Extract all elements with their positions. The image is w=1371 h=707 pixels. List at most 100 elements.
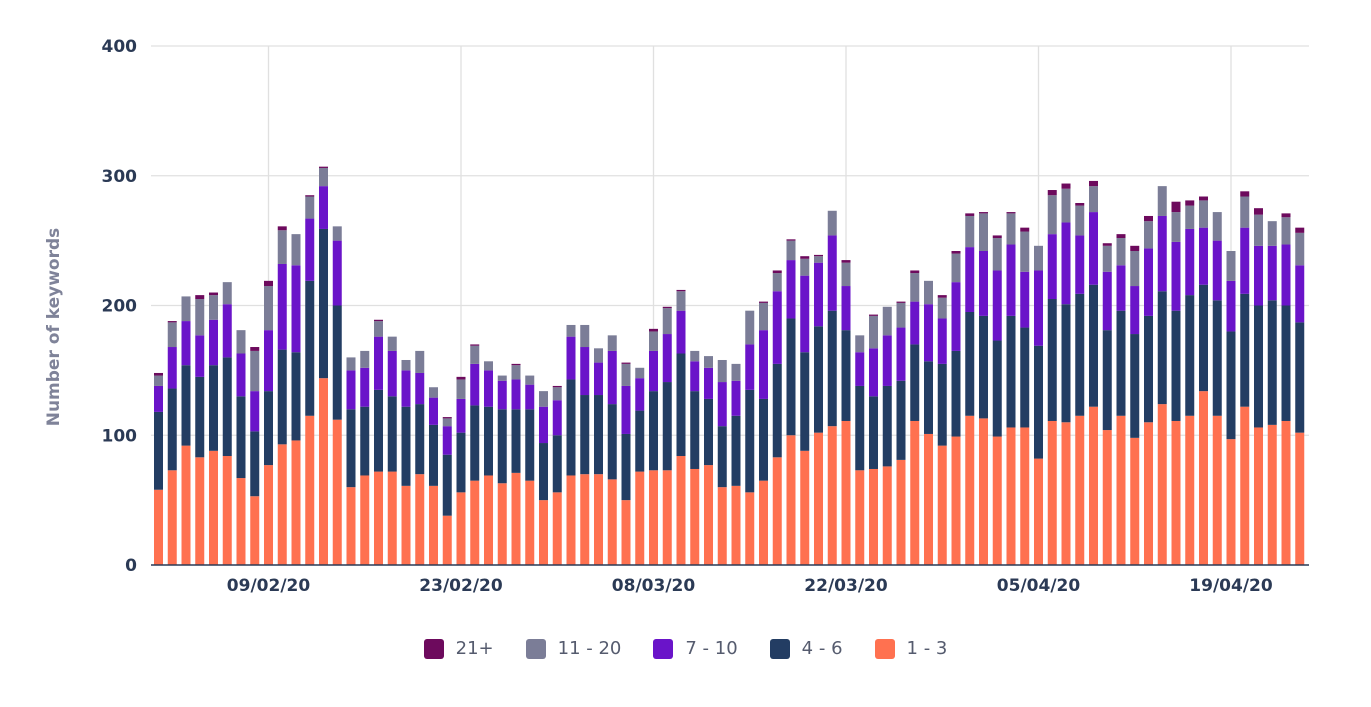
bar-segment-7-10[interactable] [786,260,796,319]
bar-stack-16/02/20[interactable] [360,350,370,565]
bar-segment-4-6[interactable] [979,315,988,419]
bar-segment-1-3[interactable] [374,471,383,565]
bar-segment-4-6[interactable] [167,388,177,471]
bar-segment-7-10[interactable] [387,350,397,397]
bar-segment-7-10[interactable] [209,319,218,366]
bar-segment-21+[interactable] [1171,201,1181,213]
bar-segment-1-3[interactable] [1171,420,1181,565]
bar-segment-1-3[interactable] [855,470,865,565]
bar-segment-4-6[interactable] [635,410,645,472]
bar-segment-7-10[interactable] [1240,227,1250,294]
bar-segment-7-10[interactable] [511,379,521,410]
bar-segment-1-3[interactable] [1295,432,1305,565]
bar-stack-04/02/20[interactable] [195,295,205,565]
bar-segment-1-3[interactable] [910,420,920,565]
bar-segment-7-10[interactable] [222,304,232,358]
bar-segment-7-10[interactable] [401,370,411,407]
bar-segment-4-6[interactable] [1130,334,1140,438]
bar-segment-21+[interactable] [1295,227,1305,233]
bar-stack-28/03/20[interactable] [924,280,933,565]
bar-segment-1-3[interactable] [731,485,741,565]
bar-segment-1-3[interactable] [154,489,163,565]
bar-segment-4-6[interactable] [676,353,686,457]
bar-segment-4-6[interactable] [1061,304,1071,423]
bar-stack-17/03/20[interactable] [772,270,782,565]
bar-segment-7-10[interactable] [236,353,246,397]
bar-segment-21+[interactable] [277,226,287,231]
bar-segment-11-20[interactable] [470,345,480,364]
bar-segment-21+[interactable] [896,301,906,303]
bar-segment-7-10[interactable] [759,330,768,399]
legend-item[interactable]: 11 - 20 [525,638,621,659]
bar-segment-1-3[interactable] [456,492,466,565]
bar-segment-1-3[interactable] [222,456,232,565]
bar-segment-4-6[interactable] [594,395,603,475]
bar-segment-7-10[interactable] [264,330,273,392]
bar-segment-21+[interactable] [772,270,782,274]
bar-segment-21+[interactable] [979,212,988,214]
bar-segment-11-20[interactable] [580,324,590,348]
bar-segment-7-10[interactable] [869,348,878,397]
bar-segment-1-3[interactable] [896,459,906,565]
bar-segment-1-3[interactable] [167,470,177,565]
bar-segment-7-10[interactable] [181,321,191,366]
bar-segment-1-3[interactable] [1254,427,1263,565]
bar-segment-11-20[interactable] [731,363,741,381]
bar-stack-07/02/20[interactable] [236,330,246,565]
bar-segment-11-20[interactable] [511,365,521,380]
bar-segment-21+[interactable] [154,372,163,376]
bar-segment-1-3[interactable] [1267,424,1277,565]
bar-segment-7-10[interactable] [676,310,686,354]
bar-segment-21+[interactable] [869,314,878,316]
bar-stack-21/02/20[interactable] [429,387,438,565]
bar-segment-7-10[interactable] [979,251,988,316]
bar-segment-1-3[interactable] [566,475,576,565]
bar-segment-1-3[interactable] [539,500,548,565]
bar-stack-03/02/20[interactable] [181,296,191,565]
bar-segment-4-6[interactable] [704,398,713,466]
bar-segment-7-10[interactable] [195,335,205,377]
bar-stack-02/03/20[interactable] [566,324,576,565]
bar-segment-4-6[interactable] [1089,284,1098,407]
bar-segment-11-20[interactable] [429,387,438,398]
bar-segment-7-10[interactable] [731,380,741,416]
bar-segment-4-6[interactable] [1199,284,1208,392]
bar-segment-21+[interactable] [167,321,177,323]
bar-segment-11-20[interactable] [882,306,892,336]
bar-segment-7-10[interactable] [800,275,810,353]
bar-segment-4-6[interactable] [731,415,741,486]
bar-segment-21+[interactable] [305,195,315,197]
bar-segment-1-3[interactable] [1212,415,1222,565]
bar-segment-11-20[interactable] [814,256,823,263]
bar-segment-7-10[interactable] [470,363,480,406]
bar-segment-11-20[interactable] [896,302,906,328]
bar-segment-7-10[interactable] [360,367,370,407]
bar-segment-4-6[interactable] [896,380,906,460]
bar-stack-25/03/20[interactable] [882,306,892,565]
bar-stack-20/02/20[interactable] [415,350,425,565]
bar-segment-21+[interactable] [621,362,631,364]
bar-segment-11-20[interactable] [1226,251,1236,281]
bar-segment-1-3[interactable] [195,457,205,565]
bar-segment-11-20[interactable] [717,359,727,383]
bar-segment-21+[interactable] [264,280,273,287]
bar-stack-27/03/20[interactable] [910,270,920,565]
bar-segment-11-20[interactable] [649,331,658,351]
bar-segment-11-20[interactable] [1061,188,1071,223]
bar-segment-7-10[interactable] [305,218,315,281]
bar-segment-11-20[interactable] [772,273,782,292]
legend-item[interactable]: 4 - 6 [769,638,843,659]
bar-segment-11-20[interactable] [1281,217,1291,245]
bar-segment-4-6[interactable] [786,318,796,436]
bar-segment-21+[interactable] [1006,212,1016,214]
bar-segment-7-10[interactable] [1075,235,1085,294]
bar-segment-11-20[interactable] [1199,200,1208,228]
bar-stack-08/03/20[interactable] [649,328,658,565]
bar-stack-23/04/20[interactable] [1281,213,1291,565]
bar-segment-21+[interactable] [209,292,218,296]
bar-segment-11-20[interactable] [332,226,342,241]
bar-stack-15/02/20[interactable] [346,357,356,565]
bar-segment-11-20[interactable] [1089,186,1098,213]
bar-segment-7-10[interactable] [772,291,782,364]
bar-segment-11-20[interactable] [1295,232,1305,266]
